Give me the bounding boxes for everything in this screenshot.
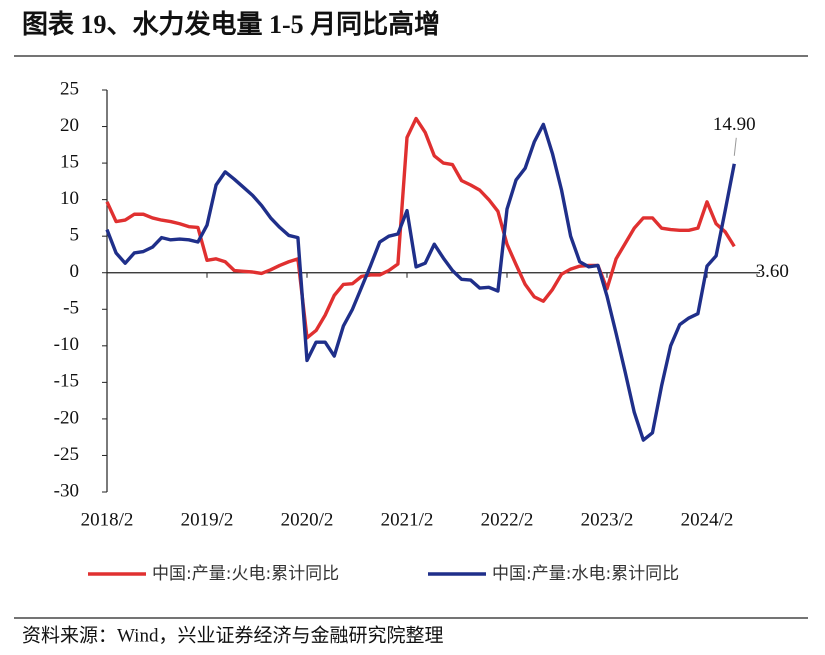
source: 资料来源：Wind，兴业证券经济与金融研究院整理 (22, 624, 443, 646)
legend-label: 中国:产量:火电:累计同比 (152, 564, 339, 584)
y-tick-label: -10 (54, 334, 79, 355)
y-tick-label: -30 (54, 480, 79, 501)
y-tick-label: 10 (60, 188, 79, 209)
x-tick-label: 2021/2 (381, 509, 434, 530)
x-tick-label: 2022/2 (481, 509, 534, 530)
data-label: 3.60 (756, 261, 789, 282)
series-line (105, 122, 736, 442)
y-tick-label: 5 (70, 225, 80, 246)
x-tick-label: 2019/2 (181, 509, 234, 530)
y-tick-label: -15 (54, 371, 79, 392)
y-tick-label: -25 (54, 444, 79, 465)
chart-title: 图表 19、水力发电量 1-5 月同比高增 (22, 9, 440, 39)
label-leader (733, 137, 737, 156)
series-line (105, 116, 736, 340)
y-tick-label: 20 (60, 115, 79, 136)
y-tick-label: -5 (63, 298, 79, 319)
x-tick-label: 2018/2 (81, 509, 134, 530)
x-tick-label: 2024/2 (681, 509, 734, 530)
x-tick-label: 2020/2 (281, 509, 334, 530)
y-tick-label: -20 (54, 407, 79, 428)
y-tick-label: 25 (60, 78, 79, 99)
data-label: 14.90 (713, 114, 756, 135)
x-tick-label: 2023/2 (581, 509, 634, 530)
y-tick-label: 0 (70, 261, 80, 282)
legend-label: 中国:产量:水电:累计同比 (492, 564, 679, 584)
y-tick-label: 15 (60, 151, 79, 172)
